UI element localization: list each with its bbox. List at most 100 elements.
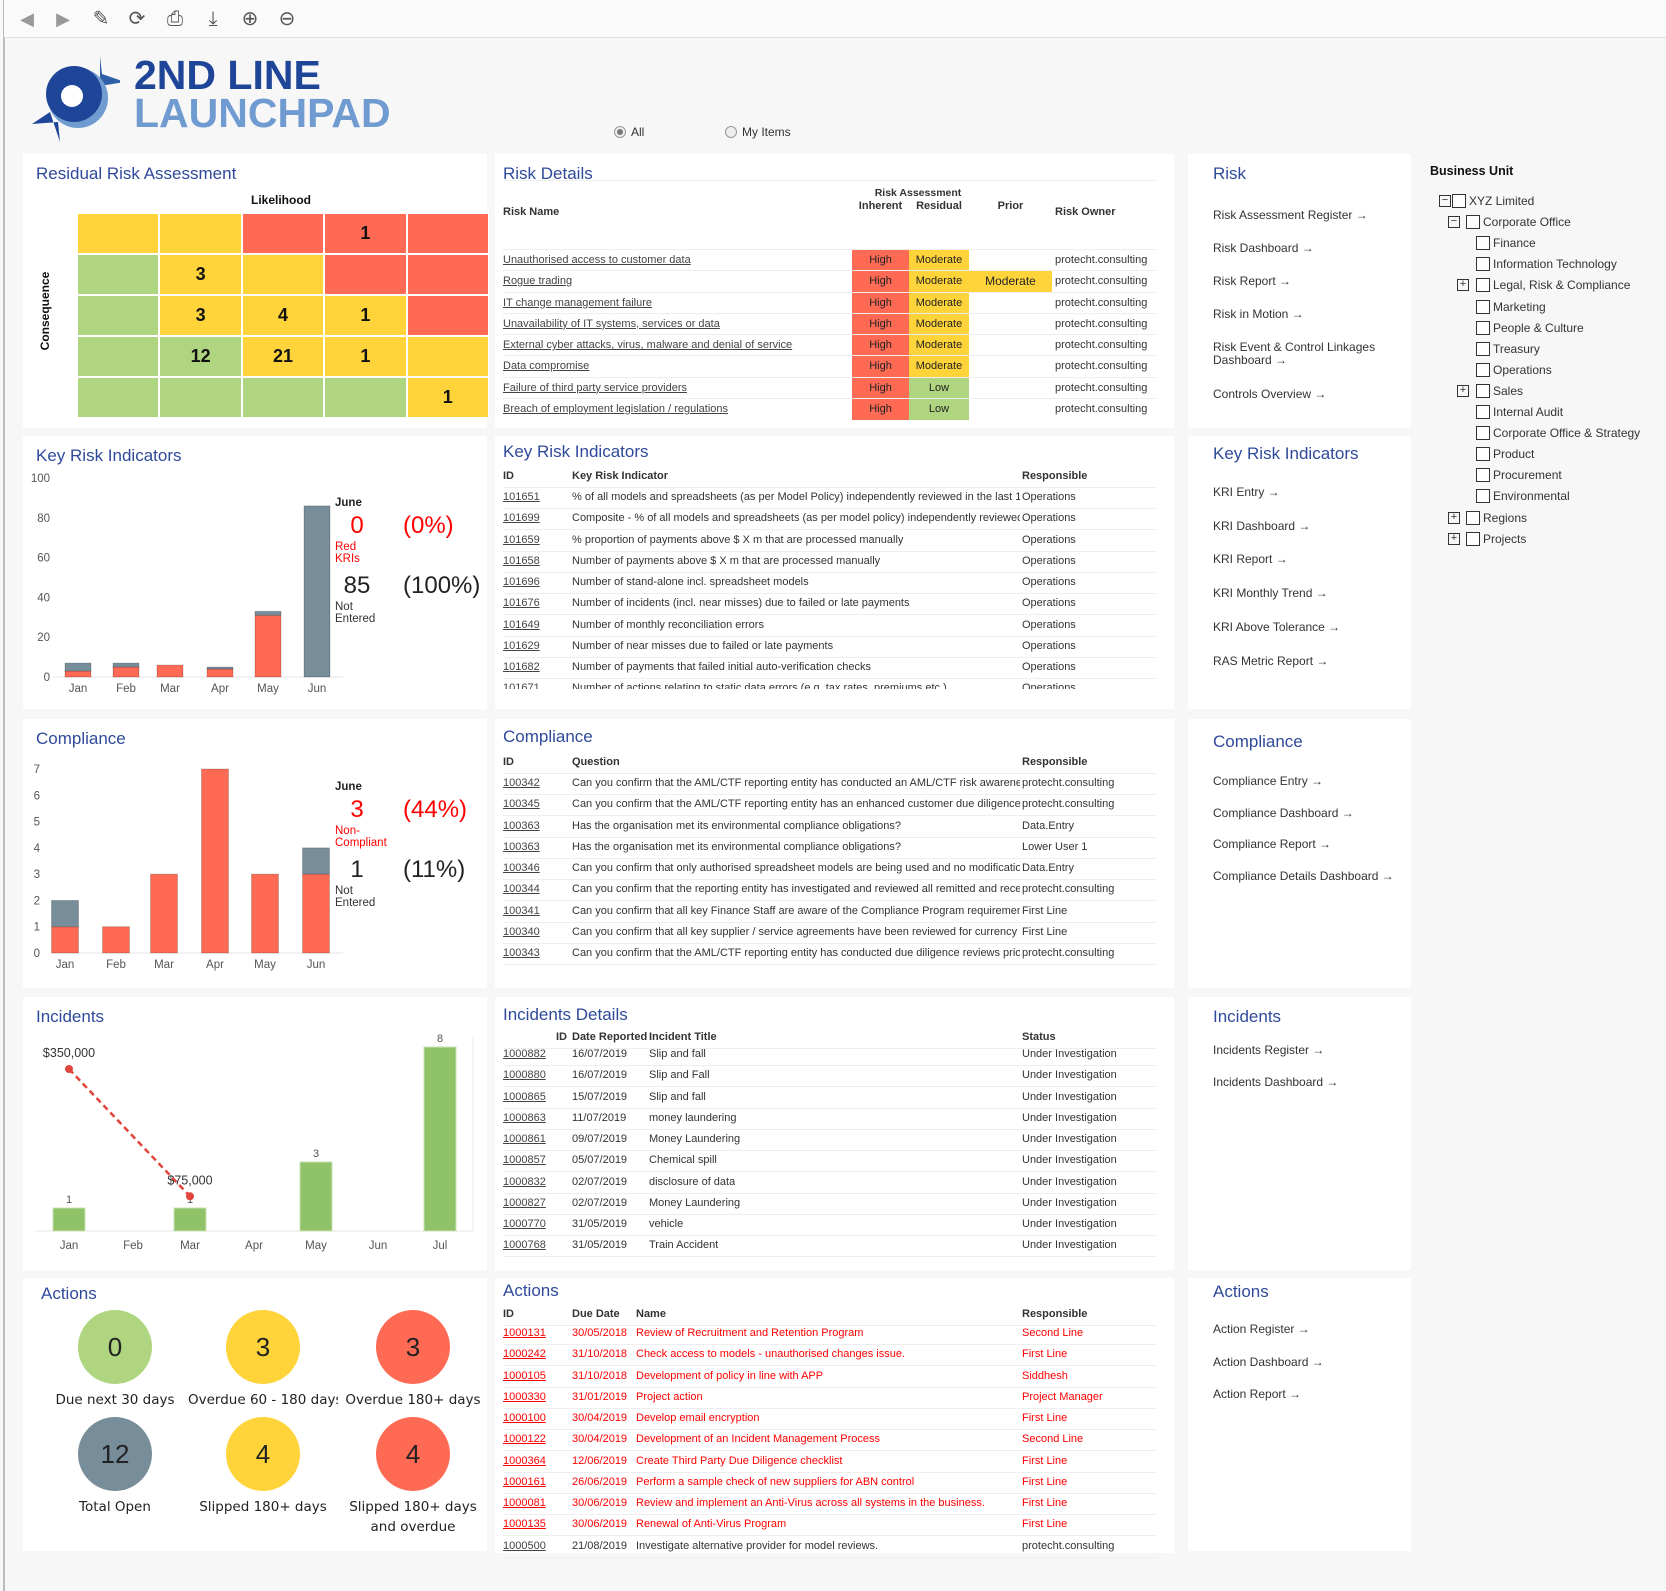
table-row[interactable]: 1000880 16/07/2019 Slip and Fall Under Inve… — [495, 1065, 1174, 1086]
id-link[interactable]: 101682 — [503, 661, 540, 673]
table-row[interactable]: 101658 Number of payments above $ X m tha… — [495, 551, 1174, 572]
nav-link[interactable]: KRI Dashboard → — [1213, 518, 1311, 533]
checkbox[interactable] — [1476, 320, 1490, 335]
heatmap-cell[interactable] — [77, 377, 160, 418]
id-link[interactable]: 1000768 — [503, 1239, 546, 1252]
table-row[interactable]: 100363 Has the organisation met its envir… — [495, 837, 1174, 858]
id-link[interactable]: 1000861 — [503, 1133, 546, 1145]
id-link[interactable]: 101676 — [503, 597, 540, 610]
heatmap-cell[interactable] — [77, 295, 160, 336]
tree-node-label[interactable]: Marketing — [1493, 299, 1546, 314]
table-row[interactable]: 1000105 31/10/2018 Development of policy i… — [495, 1366, 1174, 1387]
heatmap-cell[interactable]: 3 — [159, 295, 242, 336]
id-link[interactable]: 1000500 — [503, 1539, 546, 1552]
download-icon[interactable]: ⤓ — [208, 8, 218, 30]
action-count-circle[interactable]: 4 — [226, 1417, 300, 1491]
refresh-icon[interactable]: ⟳ — [128, 8, 146, 30]
nav-link[interactable]: Risk Assessment Register → — [1213, 208, 1368, 222]
id-link[interactable]: 1000364 — [503, 1454, 546, 1467]
tree-node-label[interactable]: Internal Audit — [1493, 405, 1564, 419]
heatmap-cell[interactable] — [77, 213, 160, 254]
table-row[interactable]: 1000364 12/06/2019 Create Third Party Due … — [495, 1451, 1174, 1472]
collapse-icon[interactable]: − — [1448, 216, 1460, 229]
table-row[interactable]: Data compromise High Moderate protecht.cons… — [495, 356, 1174, 378]
checkbox[interactable] — [1476, 405, 1490, 419]
action-count-circle[interactable]: 3 — [376, 1310, 450, 1384]
table-row[interactable]: 100363 Has the organisation met its envir… — [495, 816, 1174, 837]
heatmap-cell[interactable] — [406, 213, 489, 254]
nav-link[interactable]: Action Register → — [1213, 1322, 1310, 1336]
table-row[interactable]: 100342 Can you confirm that the AML/CTF r… — [495, 773, 1174, 794]
table-row[interactable]: 1000131 30/05/2018 Review of Recruitment a… — [495, 1323, 1174, 1344]
id-link[interactable]: 100343 — [503, 947, 540, 959]
id-link[interactable]: 101649 — [503, 618, 540, 631]
table-row[interactable]: 100340 Can you confirm that all key suppl… — [495, 922, 1174, 943]
tree-node-label[interactable]: XYZ Limited — [1469, 194, 1535, 208]
tree-node-label[interactable]: Operations — [1493, 362, 1552, 377]
checkbox[interactable] — [1476, 383, 1490, 398]
tree-node-label[interactable]: Regions — [1483, 510, 1528, 525]
table-row[interactable]: 1000242 31/10/2018 Check access to models … — [495, 1344, 1174, 1365]
table-row[interactable]: 101682 Number of payments that failed ini… — [495, 657, 1174, 678]
table-row[interactable]: 1000100 30/04/2019 Develop email encryptio… — [495, 1408, 1174, 1429]
table-row[interactable]: IT change management failure High Moderate… — [495, 292, 1174, 314]
heatmap-cell[interactable] — [406, 254, 489, 295]
heatmap-cell[interactable]: 1 — [324, 213, 407, 254]
checkbox[interactable] — [1476, 489, 1490, 504]
checkbox[interactable] — [1476, 236, 1490, 251]
pencil-icon[interactable]: ✎ — [92, 8, 110, 30]
id-link[interactable]: 1000865 — [503, 1090, 546, 1103]
nav-link[interactable]: Compliance Details Dashboard → — [1213, 868, 1394, 883]
table-row[interactable]: Breach of employment legislation / regul… — [495, 398, 1174, 420]
table-row[interactable]: 1000863 11/07/2019 money laundering Under I… — [495, 1108, 1174, 1129]
id-link[interactable]: 1000081 — [503, 1497, 546, 1509]
table-row[interactable]: 100344 Can you confirm that the reporting… — [495, 879, 1174, 900]
checkbox[interactable] — [1476, 447, 1490, 462]
nav-link[interactable]: Risk Report → — [1213, 274, 1292, 288]
id-link[interactable]: 1000827 — [503, 1196, 546, 1209]
tree-node-label[interactable]: Environmental — [1493, 489, 1570, 504]
id-link[interactable]: 1000770 — [503, 1218, 546, 1230]
table-row[interactable]: 1000768 31/05/2019 Train Accident Under Inv… — [495, 1235, 1174, 1256]
nav-link[interactable]: Action Dashboard → — [1213, 1354, 1324, 1369]
nav-link[interactable]: Compliance Dashboard → — [1213, 805, 1354, 820]
checkbox[interactable] — [1476, 278, 1490, 293]
risk-name-link[interactable]: IT change management failure — [503, 296, 652, 309]
nav-link[interactable]: Incidents Dashboard → — [1213, 1075, 1339, 1089]
heatmap-cell[interactable]: 1 — [324, 336, 407, 377]
heatmap-cell[interactable] — [241, 377, 325, 418]
id-link[interactable]: 1000122 — [503, 1433, 546, 1446]
risk-name-link[interactable]: Data compromise — [503, 360, 590, 373]
id-link[interactable]: 101629 — [503, 639, 540, 652]
back-icon[interactable]: ◀︎ — [20, 9, 34, 29]
heatmap-cell[interactable] — [406, 336, 489, 377]
id-link[interactable]: 101659 — [503, 533, 540, 546]
id-link[interactable]: 100363 — [503, 840, 540, 853]
nav-link[interactable]: Compliance Report → — [1213, 837, 1332, 851]
risk-name-link[interactable]: Rogue trading — [503, 275, 573, 288]
checkbox[interactable] — [1476, 341, 1490, 356]
id-link[interactable]: 101651 — [503, 491, 540, 503]
id-link[interactable]: 1000105 — [503, 1369, 546, 1382]
nav-link[interactable]: Incidents Register → — [1213, 1043, 1325, 1057]
action-count-circle[interactable]: 4 — [376, 1417, 450, 1491]
id-link[interactable]: 101699 — [503, 512, 540, 525]
id-link[interactable]: 1000863 — [503, 1111, 546, 1124]
id-link[interactable]: 101658 — [503, 554, 540, 567]
heatmap-cell[interactable]: 12 — [159, 336, 242, 377]
id-link[interactable]: 1000880 — [503, 1069, 546, 1082]
nav-link[interactable]: KRI Entry → — [1213, 485, 1280, 499]
heatmap-cell[interactable]: 3 — [159, 254, 242, 295]
heatmap-cell[interactable]: 1 — [324, 295, 407, 336]
id-link[interactable]: 101671 — [503, 682, 540, 689]
heatmap-cell[interactable]: 21 — [241, 336, 325, 377]
id-link[interactable]: 100344 — [503, 883, 540, 896]
table-row[interactable]: Unavailability of IT systems, services o… — [495, 313, 1174, 335]
zoom-out-icon[interactable]: ⊖ — [278, 8, 296, 30]
id-link[interactable]: 100346 — [503, 862, 540, 874]
table-row[interactable]: 100343 Can you confirm that the AML/CTF r… — [495, 943, 1174, 964]
checkbox[interactable] — [1476, 362, 1490, 377]
table-row[interactable]: 100346 Can you confirm that only authoris… — [495, 858, 1174, 879]
tree-node-label[interactable]: Information Technology — [1493, 257, 1617, 272]
table-row[interactable]: 1000857 05/07/2019 Chemical spill Under Inv… — [495, 1150, 1174, 1171]
